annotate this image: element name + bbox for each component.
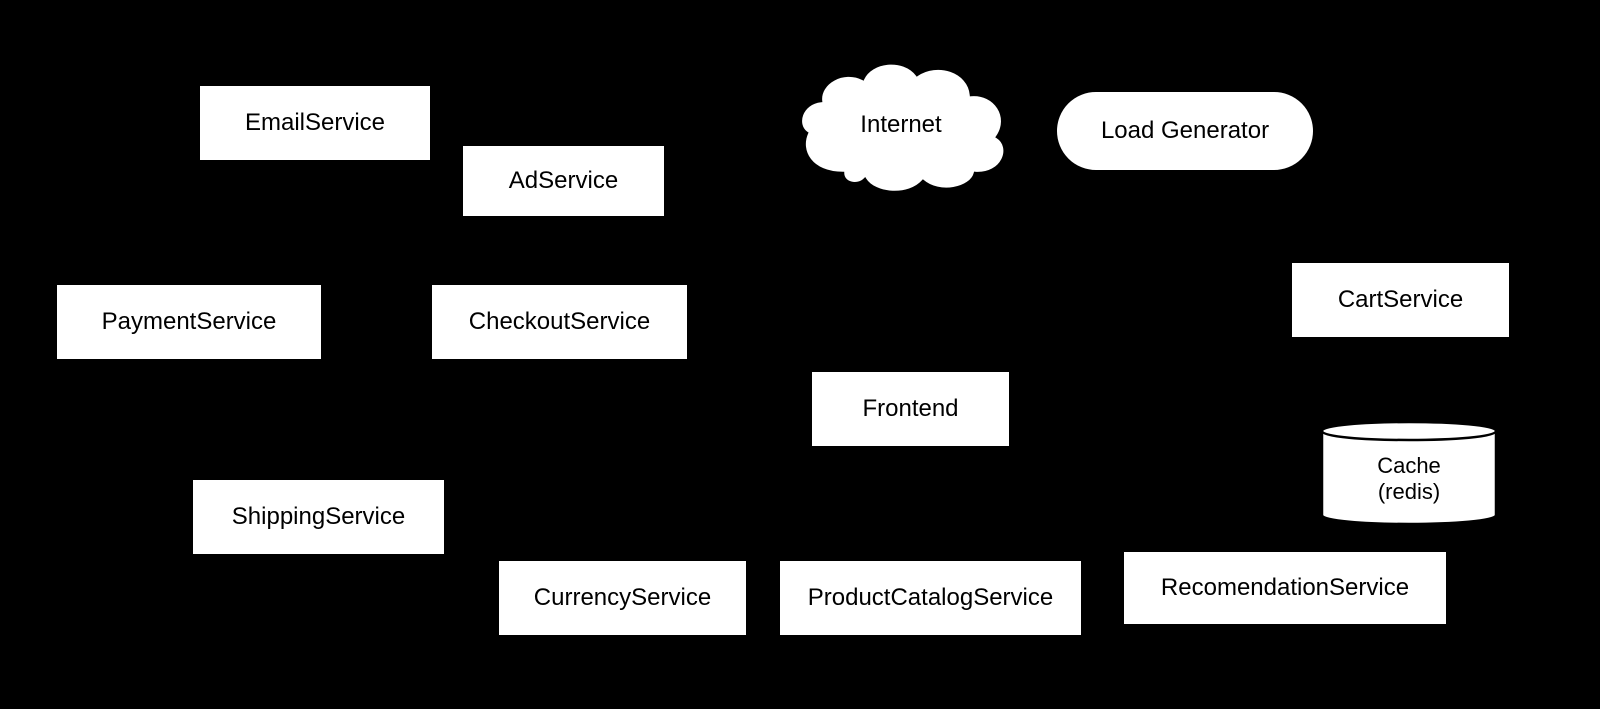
architecture-diagram: EmailService AdService Internet Load Gen… <box>0 0 1600 709</box>
node-frontend: Frontend <box>810 370 1011 448</box>
node-checkout-service: CheckoutService <box>430 283 689 361</box>
node-label: Internet <box>781 111 1021 139</box>
node-label: PaymentService <box>102 307 277 337</box>
node-payment-service: PaymentService <box>55 283 323 361</box>
node-label: CurrencyService <box>534 583 711 613</box>
node-label: CartService <box>1338 285 1463 315</box>
node-label: EmailService <box>245 108 385 138</box>
node-cache-redis: Cache (redis) <box>1320 415 1498 531</box>
node-recommendation-service: RecomendationService <box>1122 550 1448 626</box>
node-cart-service: CartService <box>1290 261 1511 339</box>
node-label: RecomendationService <box>1161 573 1409 603</box>
node-shipping-service: ShippingService <box>191 478 446 556</box>
node-load-generator: Load Generator <box>1055 90 1315 172</box>
node-label: ProductCatalogService <box>808 583 1053 613</box>
node-label: Cache (redis) <box>1320 453 1498 506</box>
node-label: CheckoutService <box>469 307 650 337</box>
node-label: ShippingService <box>232 502 405 532</box>
node-label: Frontend <box>862 394 958 424</box>
node-product-catalog-service: ProductCatalogService <box>778 559 1083 637</box>
node-email-service: EmailService <box>198 84 432 162</box>
node-currency-service: CurrencyService <box>497 559 748 637</box>
node-label: Load Generator <box>1101 116 1269 146</box>
node-internet: Internet <box>781 55 1021 200</box>
node-ad-service: AdService <box>461 144 666 218</box>
node-label: AdService <box>509 166 618 196</box>
